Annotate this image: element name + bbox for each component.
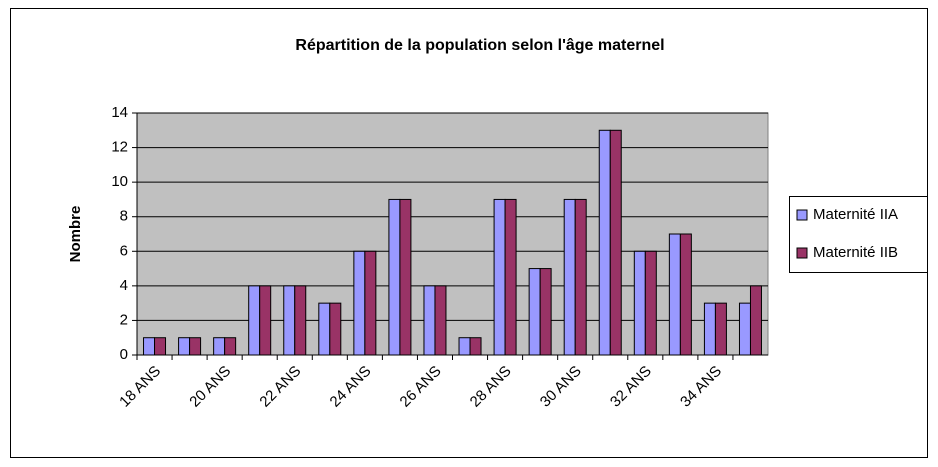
- chart-title: Répartition de la population selon l'âge…: [295, 37, 664, 54]
- bar: [318, 302, 331, 356]
- bar: [423, 285, 436, 356]
- bar: [294, 285, 307, 356]
- bar: [749, 285, 762, 356]
- bar: [528, 268, 541, 356]
- bar: [213, 337, 226, 356]
- bar: [493, 198, 506, 356]
- bar: [633, 250, 646, 356]
- legend-swatch: [796, 209, 808, 221]
- bar: [399, 198, 412, 356]
- bar: [539, 268, 552, 356]
- y-tick-label: 4: [120, 277, 128, 294]
- y-tick-label: 2: [120, 311, 128, 328]
- bar: [504, 198, 517, 356]
- bar: [458, 337, 471, 356]
- legend-swatch: [796, 247, 808, 259]
- bar: [644, 250, 657, 356]
- bar: [248, 285, 261, 356]
- bar: [434, 285, 447, 356]
- y-tick-label: 6: [120, 242, 128, 259]
- bar: [189, 337, 202, 356]
- bar: [259, 285, 272, 356]
- bar: [178, 337, 191, 356]
- bar: [364, 250, 377, 356]
- bar: [143, 337, 156, 356]
- y-tick-label: 10: [111, 173, 128, 190]
- y-tick-label: 8: [120, 208, 128, 225]
- legend-label: Maternité IIA: [813, 206, 898, 223]
- bar: [609, 129, 622, 356]
- bar: [563, 198, 576, 356]
- legend: [789, 196, 928, 273]
- bar: [668, 233, 681, 356]
- bar: [598, 129, 611, 356]
- bar: [388, 198, 401, 356]
- bar: [329, 302, 342, 356]
- plot-area: [136, 112, 769, 356]
- bar: [714, 302, 727, 356]
- y-tick-label: 12: [111, 139, 128, 156]
- bar: [353, 250, 366, 356]
- bar: [469, 337, 482, 356]
- y-tick-label: 0: [120, 346, 128, 363]
- bar: [738, 302, 751, 356]
- y-tick-label: 14: [111, 104, 128, 121]
- bar: [224, 337, 237, 356]
- bar: [679, 233, 692, 356]
- bar: [154, 337, 167, 356]
- bar: [283, 285, 296, 356]
- bar: [703, 302, 716, 356]
- legend-label: Maternité IIB: [813, 244, 898, 261]
- bar: [574, 198, 587, 356]
- y-axis-title: Nombre: [67, 206, 84, 263]
